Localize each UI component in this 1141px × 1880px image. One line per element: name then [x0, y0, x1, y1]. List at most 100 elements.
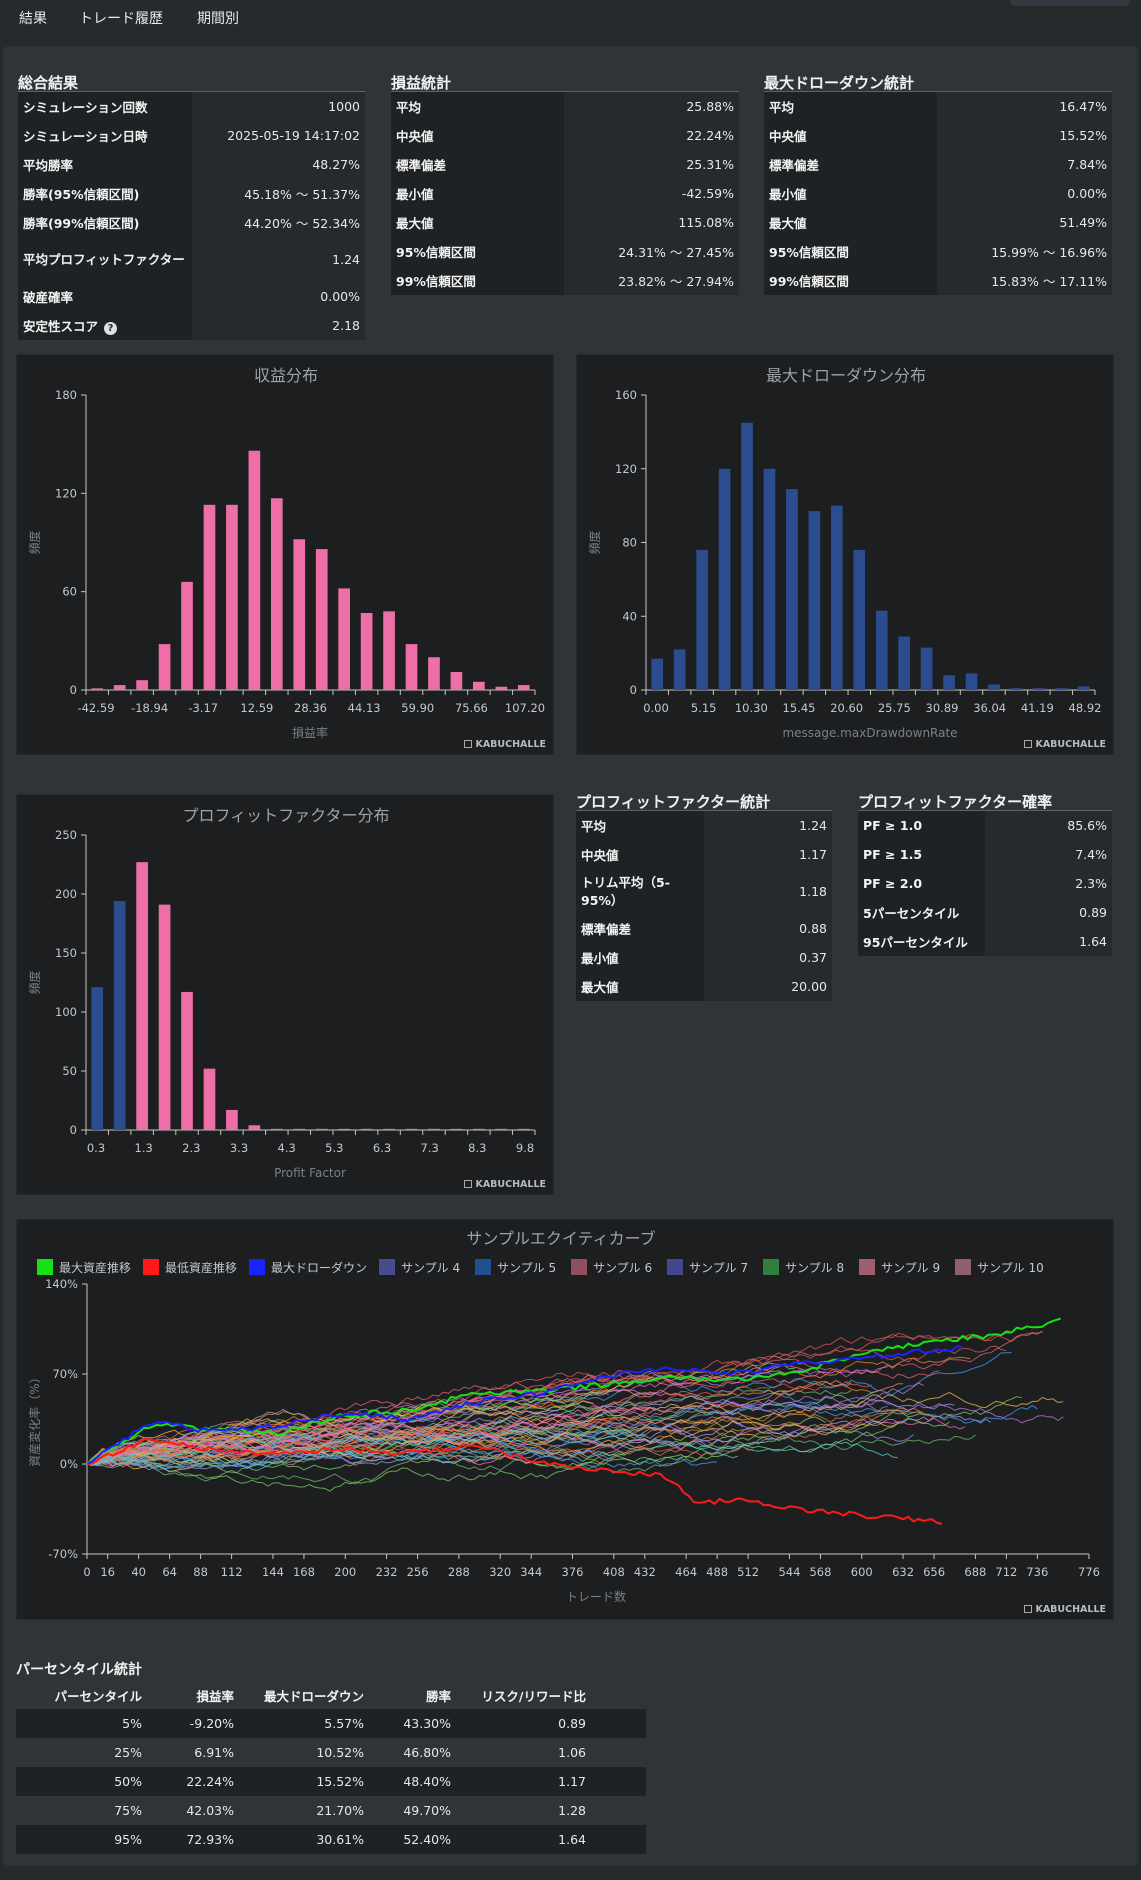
summary-value: 0.00% [192, 282, 365, 311]
pf-prob-value: 1.64 [985, 927, 1112, 956]
histogram-bar [113, 685, 126, 690]
histogram-bar [315, 549, 328, 690]
profit-distribution-svg: 収益分布 0 60 120 180 -42.59 -18.94 -3.17 12.59 28.36… [27, 366, 545, 740]
x-tick-label: 8.3 [468, 1141, 486, 1155]
summary-key: 勝率(99%信頼区間) [18, 208, 192, 237]
drawdown-distribution-svg: 最大ドローダウン分布 0 40 80 120 160 0.00 5.15 10.30 15.45 2… [587, 366, 1102, 740]
x-tick-label: 41.19 [1021, 701, 1054, 715]
tab-results[interactable]: 結果 [19, 11, 47, 27]
pf-value: 0.37 [704, 943, 832, 972]
pl-value: -42.59% [564, 179, 739, 208]
histogram-bar [495, 1128, 508, 1130]
x-tick-label: 48.92 [1069, 701, 1102, 715]
table-cell: 42.03% [142, 1796, 234, 1825]
dd-value: 51.49% [937, 208, 1112, 237]
histogram-bar [1033, 688, 1045, 690]
histogram-bar [1010, 688, 1023, 690]
x-tick-label: 5.15 [691, 701, 717, 715]
pf-value: 1.18 [704, 869, 832, 914]
x-tick-label: 144 [262, 1565, 284, 1579]
table-cell: 0.89 [451, 1709, 586, 1738]
histogram-bar [158, 644, 171, 690]
pl-value: 25.88% [564, 92, 739, 121]
brand-watermark: KABUCHALLE [464, 739, 546, 750]
pf-probability: プロフィットファクター確率 PF ≥ 1.0 85.6% PF ≥ 1.5 7.4%… [858, 791, 1112, 956]
pl-stats: 損益統計 平均 25.88% 中央値 22.24% 標準偏差 25.31% 最小値 -4… [391, 72, 739, 295]
histogram-bar [405, 1128, 418, 1130]
histogram-bar [651, 658, 664, 690]
table-cell: 1.28 [451, 1796, 586, 1825]
histogram-bar [158, 904, 171, 1130]
sample-path [87, 1409, 909, 1465]
pf-value: 1.17 [704, 840, 832, 869]
histogram-bar [965, 673, 978, 690]
pf-prob-key: PF ≥ 1.0 [858, 811, 985, 840]
histogram-bar [226, 504, 238, 690]
pl-value: 24.31% 〜 27.45% [564, 237, 739, 266]
brand-text: KABUCHALLE [1035, 1604, 1106, 1615]
sample-path [87, 1417, 966, 1468]
legend-swatch [667, 1259, 683, 1275]
histogram-bar [136, 862, 148, 1130]
sample-paths-group [87, 1317, 1064, 1525]
x-tick-label: 320 [489, 1565, 511, 1579]
histogram-bar [293, 1128, 306, 1130]
legend-label: サンプル 9 [881, 1261, 940, 1275]
x-tick-label: 59.90 [401, 701, 434, 715]
brand-text: KABUCHALLE [475, 1179, 546, 1190]
legend-label: サンプル 6 [593, 1261, 652, 1275]
pf-prob-key: PF ≥ 1.5 [858, 840, 985, 869]
x-tick-label: 12.59 [240, 701, 273, 715]
y-tick-label: -70% [48, 1547, 78, 1561]
summary-value: 45.18% 〜 51.37% [192, 179, 365, 208]
x-tick-label: 488 [706, 1565, 728, 1579]
x-tick-label: 2.3 [182, 1141, 200, 1155]
brand-watermark: KABUCHALLE [464, 1179, 546, 1190]
histogram-bar [696, 549, 708, 690]
histogram-bar [203, 504, 216, 690]
summary-key: 平均勝率 [18, 150, 192, 179]
table-cell: 75% [16, 1796, 142, 1825]
dd-key: 中央値 [764, 121, 937, 150]
x-tick-label: 736 [1026, 1565, 1048, 1579]
brand-watermark: KABUCHALLE [1024, 1604, 1106, 1615]
y-tick-label: 120 [615, 462, 637, 476]
dd-key: 95%信頼区間 [764, 237, 937, 266]
sample-path [87, 1433, 898, 1471]
x-tick-label: 64 [162, 1565, 177, 1579]
histogram-bar [1077, 686, 1090, 690]
table-row: 50% 22.24% 15.52% 48.40% 1.17 [16, 1767, 646, 1796]
percentile-header: リスク/リワード比 [481, 1689, 586, 1704]
dd-key: 99%信頼区間 [764, 266, 937, 295]
x-tick-label: 75.66 [455, 701, 488, 715]
equity-curve-chart: サンプルエクイティカーブ 最大資産推移 最低資産推移 最大ドローダウン サンプル 4 サン… [16, 1219, 1114, 1620]
summary-key: シミュレーション日時 [18, 121, 192, 150]
pl-key: 標準偏差 [391, 150, 564, 179]
sample-path [87, 1395, 955, 1466]
pf-prob-value: 0.89 [985, 898, 1112, 927]
tab-by-period[interactable]: 期間別 [197, 11, 239, 27]
summary-value: 2.18 [192, 311, 365, 340]
dd-value: 15.99% 〜 16.96% [937, 237, 1112, 266]
x-tick-label: 600 [851, 1565, 873, 1579]
histogram-bar [360, 612, 373, 690]
table-cell: 5.57% [234, 1709, 364, 1738]
pf-value: 20.00 [704, 972, 832, 1001]
legend-label: サンプル 7 [689, 1261, 748, 1275]
x-tick-label: 20.60 [830, 701, 863, 715]
legend-swatch [763, 1259, 779, 1275]
sample-path [87, 1421, 862, 1465]
summary-value: 48.27% [192, 150, 365, 179]
tab-trade-history[interactable]: トレード履歴 [79, 11, 163, 27]
histogram-bar [428, 1128, 440, 1130]
legend-label: サンプル 5 [497, 1261, 556, 1275]
pl-key: 95%信頼区間 [391, 237, 564, 266]
x-axis-label: message.maxDrawdownRate [782, 726, 957, 740]
histogram-bar [338, 1128, 351, 1130]
help-icon[interactable]: ? [104, 322, 118, 335]
histogram-bar [920, 647, 933, 690]
x-tick-label: 9.8 [516, 1141, 534, 1155]
histogram-bar [450, 1128, 463, 1130]
legend-label: サンプル 8 [785, 1261, 844, 1275]
table-cell: 25% [16, 1738, 142, 1767]
